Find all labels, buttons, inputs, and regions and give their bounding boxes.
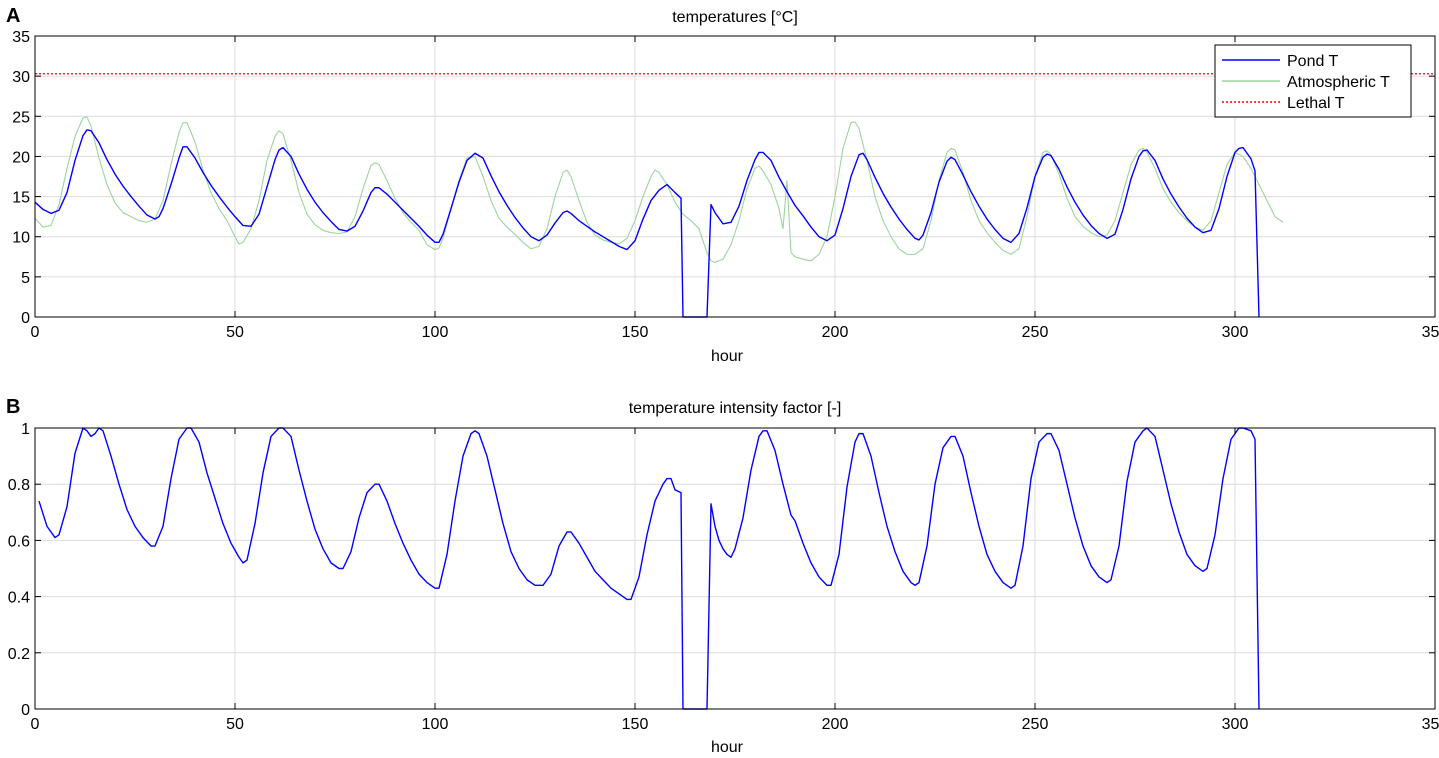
plot-frame-b — [34, 427, 1436, 710]
y-tick-label: 10 — [12, 230, 30, 247]
y-tick-label: 35 — [12, 29, 30, 46]
x-tick-label: 350 — [1422, 716, 1439, 733]
panel-a: A temperatures [°C] 0 50 100 150 200 250 300 35… — [6, 5, 1439, 365]
legend-label-lethal: Lethal T — [1287, 95, 1345, 112]
y-tick-label: 0 — [21, 702, 30, 719]
x-tick-label: 100 — [422, 716, 449, 733]
x-tick-label: 100 — [422, 324, 449, 341]
series-line-atmospheric-t-a — [34, 116, 1284, 263]
legend-label-atmospheric: Atmospheric T — [1287, 74, 1390, 91]
x-tick-label: 250 — [1022, 324, 1049, 341]
y-tick-label: 1 — [21, 421, 30, 438]
x-tick-label: 300 — [1222, 716, 1249, 733]
x-tick-label: 150 — [622, 716, 649, 733]
y-tick-label: 5 — [21, 270, 30, 287]
y-tick-label: 0.4 — [8, 590, 30, 607]
x-tick-label: 0 — [31, 716, 40, 733]
y-tick-label: 25 — [12, 109, 30, 126]
x-tick-label: 0 — [31, 324, 40, 341]
x-tick-label: 350 — [1422, 324, 1439, 341]
panel-b: B temperature intensity factor [-] 0 50 10… — [6, 396, 1439, 756]
x-tick-label: 50 — [226, 716, 244, 733]
plot-frame-a — [34, 35, 1436, 318]
panel-label-b: B — [6, 396, 20, 418]
y-tick-label: 0.6 — [8, 533, 30, 550]
panel-label-a: A — [6, 5, 20, 27]
chart-title-b: temperature intensity factor [-] — [629, 400, 842, 417]
y-tick-label: 0.2 — [8, 646, 30, 663]
y-tick-label: 20 — [12, 149, 30, 166]
legend-label-pond: Pond T — [1287, 53, 1339, 70]
y-tick-label: 15 — [12, 190, 30, 207]
y-tick-label: 30 — [12, 69, 30, 86]
y-tick-label: 0.8 — [8, 477, 30, 494]
x-axis-label-b: hour — [711, 739, 744, 756]
grid-b — [35, 428, 1435, 709]
x-tick-label: 200 — [822, 324, 849, 341]
x-tick-label: 300 — [1222, 324, 1249, 341]
x-tick-label: 250 — [1022, 716, 1049, 733]
ticks-a: 0 50 100 150 200 250 300 350 0 5 10 15 20 25 30 35 — [12, 29, 1439, 341]
y-tick-label: 0 — [21, 310, 30, 327]
x-tick-label: 150 — [622, 324, 649, 341]
series-b — [38, 427, 1260, 710]
x-tick-label: 50 — [226, 324, 244, 341]
ticks-b: 0 50 100 150 200 250 300 350 0 0.2 0.4 0.6 0.8 1 — [8, 421, 1439, 733]
x-axis-label-a: hour — [711, 348, 744, 365]
x-tick-label: 200 — [822, 716, 849, 733]
series-a — [34, 73, 1435, 318]
series-line-pond-t-a — [34, 129, 1260, 318]
chart-title-a: temperatures [°C] — [672, 9, 798, 26]
legend: Pond T Atmospheric T Lethal T — [1214, 44, 1412, 118]
series-line-intensity-factor-b — [38, 427, 1260, 710]
